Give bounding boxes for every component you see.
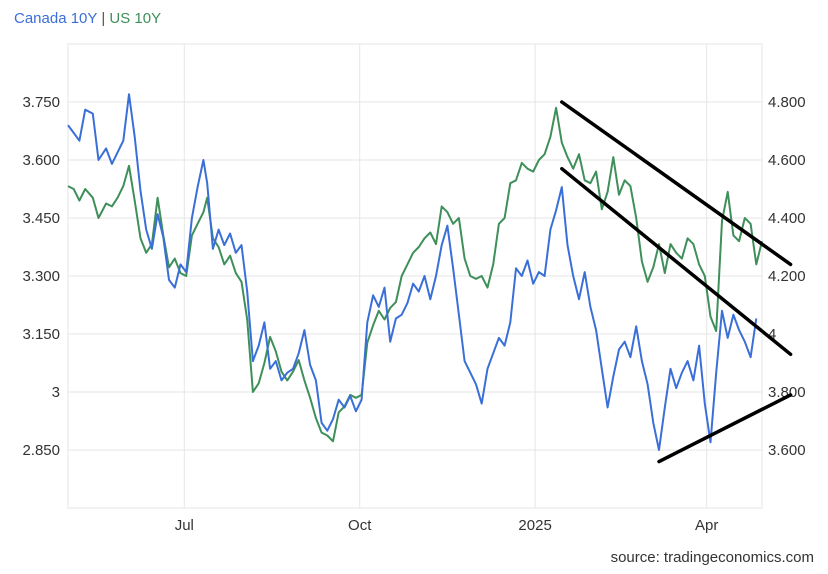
trendline-3 bbox=[657, 393, 793, 464]
right-tick-label: 4.600 bbox=[768, 152, 806, 169]
left-axis-ticks: 3.750 3.600 3.450 3.300 3.150 3 2.850 bbox=[22, 94, 60, 459]
left-tick-label: 3.450 bbox=[22, 210, 60, 227]
left-tick-label: 3.150 bbox=[22, 326, 60, 343]
legend-us[interactable]: US 10Y bbox=[109, 10, 162, 27]
right-tick-label: 3.600 bbox=[768, 442, 806, 459]
grid bbox=[67, 43, 763, 509]
left-tick-label: 3 bbox=[52, 384, 60, 401]
trendline-2 bbox=[560, 166, 793, 357]
x-axis-ticks: Jul Oct 2025 Apr bbox=[175, 517, 719, 534]
right-tick-label: 4.200 bbox=[768, 268, 806, 285]
legend-canada[interactable]: Canada 10Y bbox=[14, 10, 98, 27]
source-note: source: tradingeconomics.com bbox=[610, 549, 814, 566]
legend: Canada 10Y | US 10Y bbox=[14, 10, 161, 27]
x-tick-label: Oct bbox=[348, 517, 372, 534]
right-axis-ticks: 4.800 4.600 4.400 4.200 4 3.800 3.600 bbox=[768, 94, 806, 459]
right-tick-label: 4.800 bbox=[768, 94, 806, 111]
right-tick-label: 3.800 bbox=[768, 384, 806, 401]
left-tick-label: 2.850 bbox=[22, 442, 60, 459]
series-lines bbox=[67, 93, 763, 451]
x-tick-label: 2025 bbox=[518, 517, 551, 534]
trendlines bbox=[560, 100, 793, 464]
trendline-1 bbox=[560, 100, 793, 267]
series-line-canada[interactable] bbox=[67, 93, 758, 451]
right-tick-label: 4 bbox=[768, 326, 776, 343]
x-tick-label: Jul bbox=[175, 517, 194, 534]
left-tick-label: 3.600 bbox=[22, 152, 60, 169]
legend-separator: | bbox=[101, 10, 106, 27]
series-line-us[interactable] bbox=[67, 106, 763, 443]
left-tick-label: 3.300 bbox=[22, 268, 60, 285]
left-tick-label: 3.750 bbox=[22, 94, 60, 111]
right-tick-label: 4.400 bbox=[768, 210, 806, 227]
x-tick-label: Apr bbox=[695, 517, 718, 534]
